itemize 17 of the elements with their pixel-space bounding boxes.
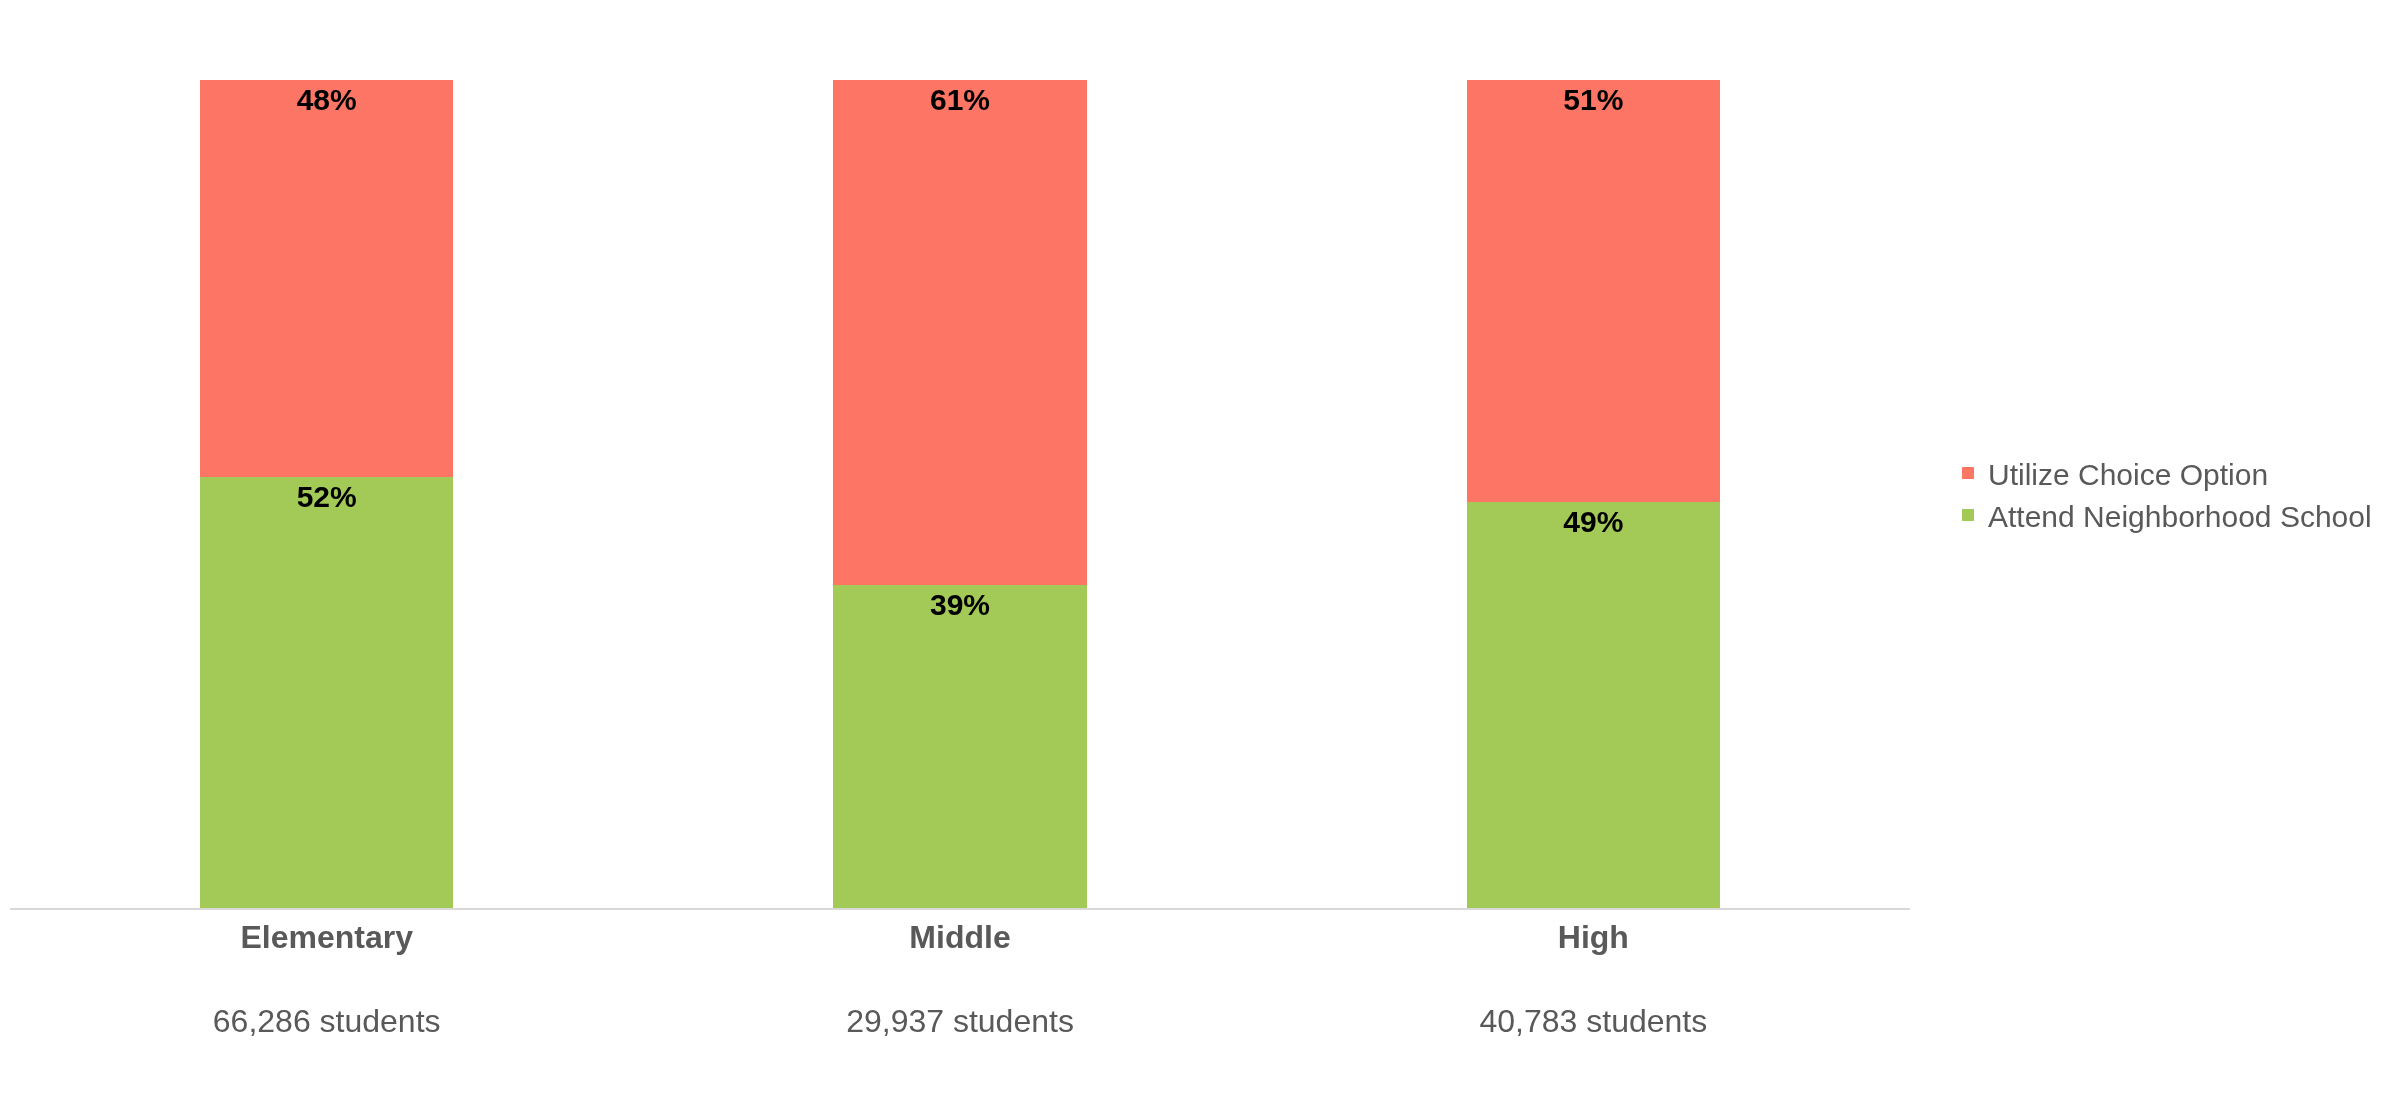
bar [833, 80, 1087, 586]
data-label: 39% [929, 588, 991, 622]
category-label: Elementary 66,286 students [212, 919, 441, 1039]
data-label: 61% [929, 83, 991, 116]
legend-label: Utilize Choice Option [1988, 457, 2269, 491]
legend-label: Attend Neighborhood School [1988, 499, 2372, 533]
data-label: 51% [1563, 83, 1624, 116]
bar [200, 80, 454, 478]
bar [1466, 80, 1720, 503]
data-label: 52% [296, 480, 357, 514]
bar [1466, 502, 1720, 908]
category-label: High 40,783 students [1479, 919, 1708, 1039]
data-label: 49% [1563, 505, 1624, 539]
bar [200, 477, 454, 908]
category-label: Middle 29,937 students [846, 919, 1074, 1039]
data-label: 48% [296, 83, 357, 116]
bar [833, 585, 1087, 908]
